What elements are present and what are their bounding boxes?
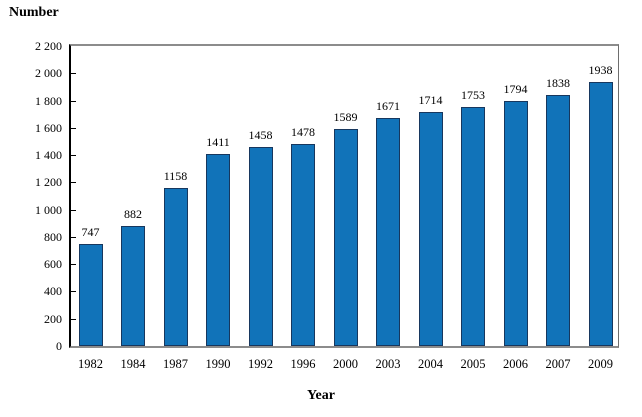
- bar: [418, 112, 443, 346]
- x-tick-label: 1984: [120, 357, 146, 371]
- x-tick-label: 2003: [375, 357, 401, 371]
- x-tick-label: 2009: [588, 357, 613, 371]
- y-tick-mark: [71, 73, 76, 74]
- x-axis-tick-labels: 1982 1984 1987 1990 1992 1996 2000 2003 2004 2005…: [71, 357, 618, 373]
- x-axis-title: Year: [307, 388, 335, 403]
- bar: [291, 144, 315, 346]
- bar-value-label: 882: [124, 207, 142, 221]
- y-tick-mark: [71, 128, 76, 129]
- y-tick-mark: [71, 155, 76, 156]
- bar-value-label: 1753: [461, 88, 485, 102]
- bar-value-label: 1589: [333, 110, 358, 124]
- y-tick-mark: [71, 101, 76, 102]
- bar-value-label: 1458: [248, 128, 273, 142]
- x-tick-label: 1996: [290, 357, 316, 371]
- bar: [376, 118, 400, 346]
- y-tick-mark: [71, 182, 76, 183]
- bar: [333, 129, 358, 346]
- bar-value-label: 1671: [376, 99, 400, 113]
- y-tick-label: 200: [44, 311, 62, 326]
- y-tick-label: 2 000: [35, 66, 62, 81]
- x-tick-label: 1992: [248, 357, 273, 371]
- y-tick-label: 1 200: [35, 175, 62, 190]
- y-axis-title: Number: [9, 5, 59, 20]
- x-tick-label: 1990: [205, 357, 231, 371]
- y-tick-label: 400: [44, 284, 62, 299]
- bar: [588, 82, 613, 346]
- x-tick-label: 1987: [163, 357, 188, 371]
- plot-area: 747 882 1158 1411 1458 1478 1589 1671 1714 1753 17…: [69, 44, 619, 348]
- bar: [206, 154, 230, 346]
- y-tick-mark: [71, 291, 76, 292]
- y-tick-label: 600: [44, 257, 62, 272]
- y-tick-label: 0: [56, 339, 62, 353]
- x-tick-label: 2005: [460, 357, 486, 371]
- x-tick-label: 2007: [545, 357, 571, 371]
- y-tick-mark: [71, 264, 76, 265]
- bar-value-label: 1714: [418, 93, 443, 107]
- x-tick-label: 1982: [78, 357, 103, 371]
- y-tick-mark: [71, 319, 76, 320]
- bar: [163, 188, 188, 346]
- y-tick-label: 1 000: [35, 202, 62, 217]
- y-tick-label: 1 400: [35, 148, 62, 163]
- y-tick-label: 1 600: [35, 120, 62, 135]
- x-tick-label: 2006: [503, 357, 528, 371]
- y-tick-mark: [71, 237, 76, 238]
- bar-value-label: 1411: [206, 135, 230, 149]
- bar-value-label: 1938: [588, 63, 613, 77]
- y-tick-label: 800: [44, 229, 62, 244]
- bar-value-label: 1794: [503, 82, 528, 96]
- bar: [78, 244, 103, 346]
- x-tick-label: 2004: [418, 357, 443, 371]
- bar: [248, 147, 273, 346]
- bar: [503, 101, 528, 346]
- y-tick-label: 1 800: [35, 93, 62, 108]
- bar-value-label: 1158: [163, 169, 188, 183]
- bar-value-label: 747: [81, 225, 100, 239]
- bar: [121, 226, 145, 346]
- bar: [546, 95, 570, 346]
- x-tick-label: 2000: [333, 357, 358, 371]
- bar-value-label: 1838: [546, 76, 570, 90]
- bar-value-label: 1478: [291, 125, 315, 139]
- y-tick-mark: [71, 210, 76, 211]
- bar: [461, 107, 485, 346]
- y-tick-label: 2 200: [35, 39, 62, 53]
